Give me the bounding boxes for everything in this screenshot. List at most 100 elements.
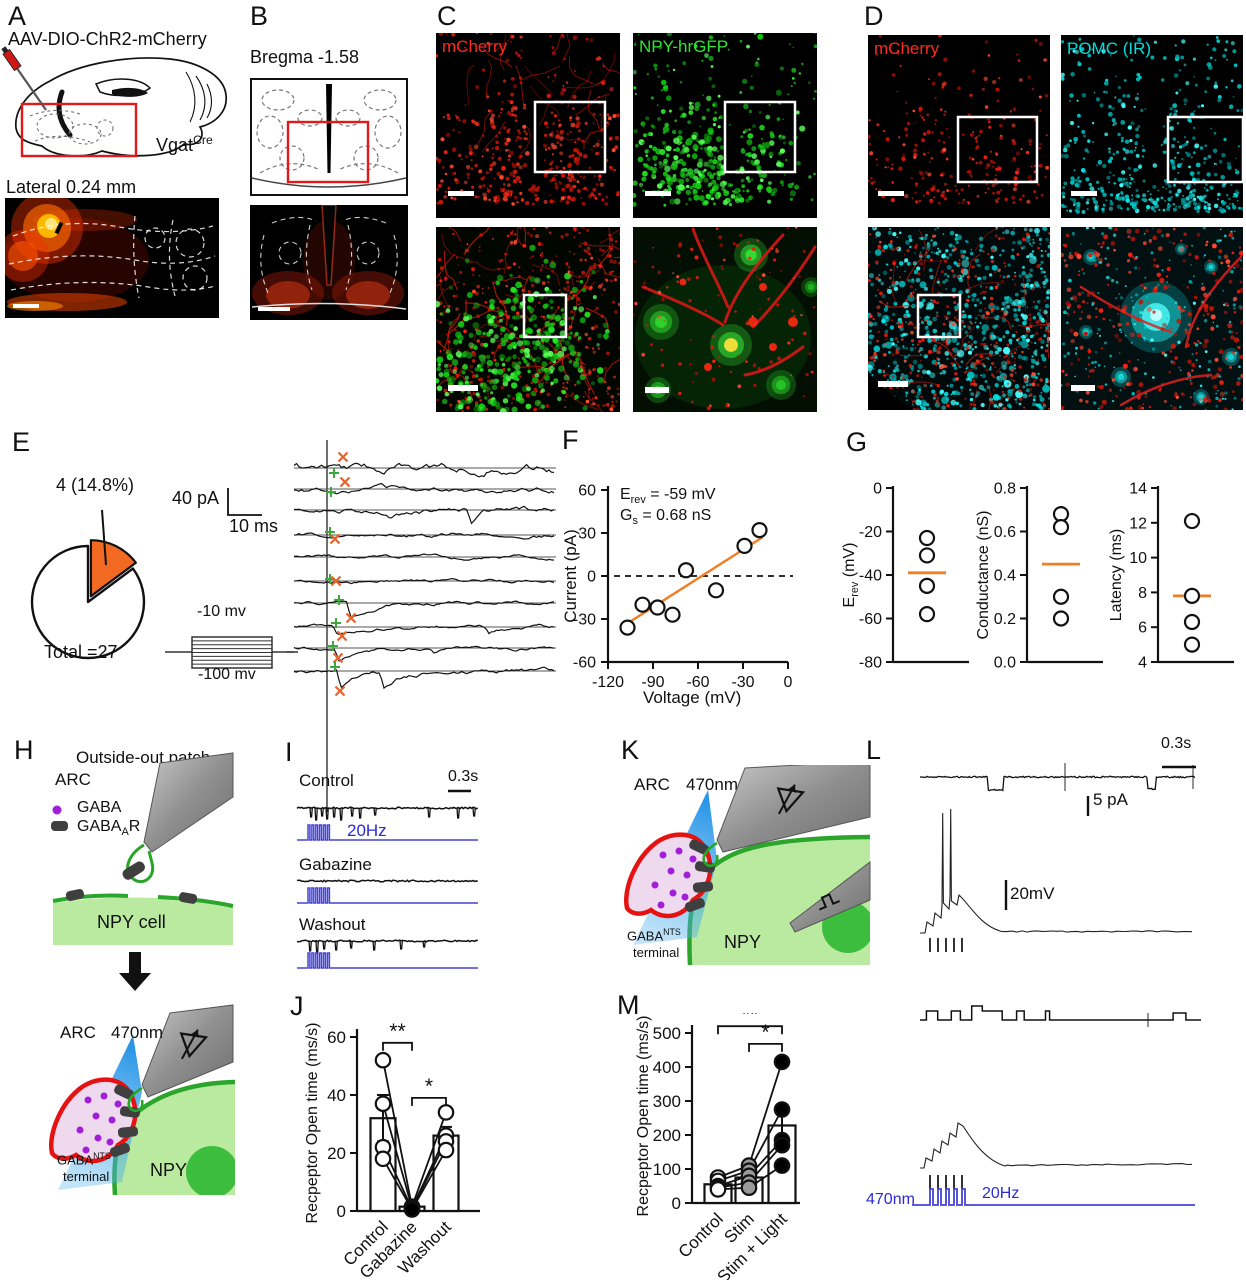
genotype-label: VgatCre — [156, 133, 213, 155]
panel-c-mcherry-micrograph — [436, 33, 620, 218]
mcherry-label-c: mCherry — [442, 37, 508, 56]
panel-letter-d: D — [864, 1, 884, 31]
panel-letter-b: B — [250, 1, 269, 31]
svg-text:-60: -60 — [573, 655, 596, 672]
current-scale-label: 40 pA — [172, 488, 220, 508]
responder-pie-chart — [30, 509, 146, 660]
photodiode-symbol-k — [776, 784, 806, 815]
svg-text:20: 20 — [327, 1144, 346, 1163]
seal-test-glyph — [819, 893, 841, 911]
svg-text:-20: -20 — [859, 524, 882, 541]
coronal-atlas-schematic — [250, 78, 408, 196]
svg-text:-40: -40 — [859, 568, 882, 585]
pie-slice-label: 4 (14.8%) — [56, 475, 135, 495]
svg-text:60: 60 — [578, 483, 596, 500]
patch-on-pipette-k — [702, 841, 719, 868]
svg-text:200: 200 — [653, 1126, 681, 1145]
paired-recording-traces — [912, 763, 1201, 1206]
panel-d-pomc-micrograph — [1061, 35, 1243, 218]
svg-text:8: 8 — [1138, 585, 1147, 602]
svg-text:0.4: 0.4 — [994, 568, 1016, 585]
gaba-legend-label: GABA — [77, 799, 122, 816]
g-latency-axis-label: Latency (ms) — [1108, 528, 1125, 622]
npy-cell-label: NPY cell — [97, 912, 166, 932]
npy-cell-body — [53, 897, 233, 945]
scale-bar-mark — [227, 488, 262, 516]
svg-text:-120: -120 — [592, 674, 624, 691]
f-y-axis-label: Current (pA) — [561, 529, 580, 623]
svg-text:-60: -60 — [686, 674, 709, 691]
svg-text:0.8: 0.8 — [994, 481, 1016, 498]
g-conductance-axis-label: Conductance (nS) — [975, 510, 992, 640]
pomc-label: POMC (IR) — [1067, 39, 1152, 58]
syringe-icon — [1, 46, 22, 72]
panel-letter-j: J — [290, 991, 304, 1021]
patch-receptor — [122, 861, 145, 880]
panel-d-merge-micrograph — [868, 227, 1050, 410]
svg-text:-60: -60 — [859, 611, 882, 628]
step-bottom-label: -100 mv — [198, 666, 256, 683]
svg-text:*: * — [761, 1021, 769, 1044]
syringe-needle-icon — [13, 63, 47, 111]
coronal-fluorescence-image — [250, 205, 408, 320]
panel-letter-m: M — [617, 990, 640, 1020]
svg-text:**: ** — [389, 1020, 405, 1043]
j-y-axis-label: Recpeptor Open time (ms/s) — [304, 1022, 321, 1224]
gaba-terminal-k — [624, 832, 713, 919]
gabazine-row-label: Gabazine — [299, 855, 372, 874]
iv-scatter-plot: -120 -90 -60 -30 0 -60 -30 0 30 60 — [573, 483, 793, 691]
summary-dot-plots: 0 -20 -40 -60 -80 0.0 0.2 0.4 0.6 0.8 4 6 8 10 12 14 — [859, 481, 1234, 672]
patch-pipette — [143, 752, 234, 853]
l-470nm-label: 470nm — [866, 1191, 915, 1208]
terminal-label-k: terminal — [633, 945, 680, 960]
svg-text:500: 500 — [653, 1024, 681, 1043]
svg-text:**: ** — [742, 1013, 758, 1026]
dual-pipette-schematic — [624, 765, 871, 965]
step-top-label: -10 mv — [197, 603, 246, 620]
npy-label-k: NPY — [724, 932, 762, 952]
gaba-terminal — [49, 1077, 138, 1164]
m-y-axis-label: Recpeptor Open time (ms/s) — [635, 1015, 652, 1217]
washout-row-label: Washout — [299, 915, 366, 934]
npy-nucleus — [186, 1146, 235, 1195]
svg-text:*: * — [425, 1075, 433, 1098]
sagittal-brain-schematic — [1, 46, 227, 158]
gaba-molecules-k — [651, 847, 697, 909]
control-row-label: Control — [299, 771, 354, 790]
injection-site-box — [20, 102, 138, 158]
arc-region-box — [286, 120, 370, 184]
svg-text:-30: -30 — [573, 612, 596, 629]
l-freq-label: 20Hz — [982, 1185, 1020, 1202]
svg-text:-80: -80 — [859, 655, 882, 672]
svg-text:0: 0 — [784, 674, 793, 691]
gaba-molecules — [76, 1092, 122, 1154]
panel-letter-c: C — [437, 1, 457, 31]
panel-d-mcherry-micrograph — [868, 35, 1050, 218]
svg-text:100: 100 — [653, 1160, 681, 1179]
g-erev-axis-label: Erev (mV) — [840, 542, 862, 608]
svg-text:0: 0 — [873, 481, 882, 498]
svg-text:0: 0 — [672, 1194, 681, 1213]
panel-c-highmag-micrograph — [633, 227, 817, 412]
voltage-step-protocol — [165, 636, 298, 669]
svg-text:300: 300 — [653, 1092, 681, 1111]
scale-bar — [258, 307, 290, 311]
f-x-axis-label: Voltage (mV) — [643, 688, 742, 707]
panel-letter-f: F — [562, 425, 579, 455]
gaba-nts-label-h: GABANTS — [57, 1151, 111, 1168]
arc-label-top: ARC — [55, 770, 91, 789]
panel-letter-l: L — [866, 735, 882, 765]
panel-letter-a: A — [8, 1, 27, 31]
panel-letter-k: K — [621, 735, 640, 765]
svg-text:4: 4 — [1138, 655, 1147, 672]
down-arrow-icon — [119, 952, 151, 991]
svg-text:0.0: 0.0 — [994, 655, 1016, 672]
470nm-label-h: 470nm — [111, 1023, 163, 1042]
erev-annotation: Erev = -59 mV — [620, 486, 716, 507]
ipsc-sweep-traces — [286, 440, 556, 812]
lateral-label: Lateral 0.24 mm — [6, 177, 137, 197]
bregma-label: Bregma -1.58 — [250, 47, 360, 67]
